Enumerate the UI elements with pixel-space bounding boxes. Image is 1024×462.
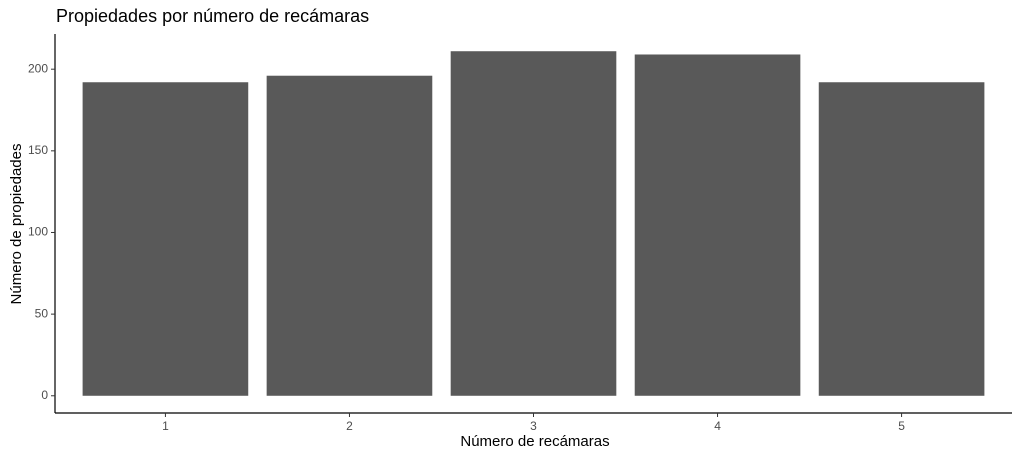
x-tick-label: 2 xyxy=(346,419,353,433)
y-tick-label: 200 xyxy=(28,61,48,75)
chart-title: Propiedades por número de recámaras xyxy=(56,6,369,26)
x-tick-label: 4 xyxy=(714,419,721,433)
y-tick-label: 50 xyxy=(35,306,49,320)
bar xyxy=(634,54,801,396)
bar xyxy=(450,51,617,396)
y-axis-label: Número de propiedades xyxy=(8,144,25,305)
bar xyxy=(818,82,985,396)
y-tick-label: 100 xyxy=(28,225,48,239)
bar xyxy=(266,75,433,396)
y-tick-label: 150 xyxy=(28,143,48,157)
x-tick-label: 3 xyxy=(530,419,537,433)
bar xyxy=(82,82,249,396)
y-tick-label: 0 xyxy=(41,388,48,402)
x-axis-label: Número de recámaras xyxy=(460,433,609,450)
x-tick-label: 1 xyxy=(162,419,169,433)
x-tick-label: 5 xyxy=(898,419,905,433)
